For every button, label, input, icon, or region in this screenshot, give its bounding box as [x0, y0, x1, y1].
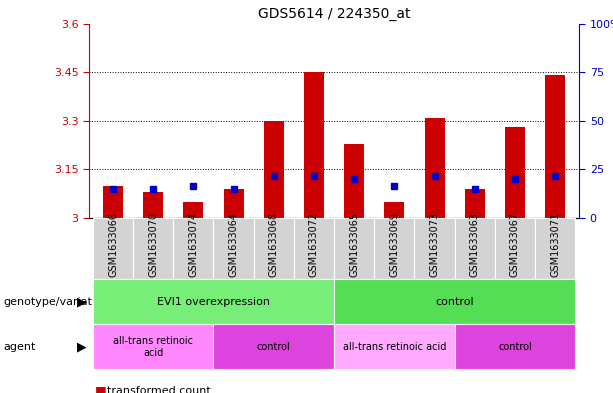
Bar [425, 118, 444, 218]
Text: GSM1633072: GSM1633072 [309, 212, 319, 277]
Bar [304, 72, 324, 218]
Text: genotype/variation: genotype/variation [3, 297, 109, 307]
Text: GSM1633069: GSM1633069 [389, 212, 400, 277]
Text: transformed count: transformed count [107, 386, 211, 393]
Text: EVI1 overexpression: EVI1 overexpression [157, 297, 270, 307]
Title: GDS5614 / 224350_at: GDS5614 / 224350_at [258, 7, 410, 21]
Text: GSM1633064: GSM1633064 [229, 212, 238, 277]
Bar [344, 143, 364, 218]
Text: control: control [498, 342, 532, 352]
Bar [183, 202, 204, 218]
Text: GSM1633063: GSM1633063 [470, 212, 480, 277]
Bar [465, 189, 485, 218]
Text: all-trans retinoic
acid: all-trans retinoic acid [113, 336, 193, 358]
Text: GSM1633068: GSM1633068 [268, 212, 279, 277]
Text: GSM1633070: GSM1633070 [148, 212, 158, 277]
Bar [505, 127, 525, 218]
Bar [384, 202, 405, 218]
Text: GSM1633065: GSM1633065 [349, 212, 359, 277]
Text: ■: ■ [95, 384, 107, 393]
Bar [545, 75, 565, 218]
Text: GSM1633071: GSM1633071 [550, 212, 560, 277]
Bar [103, 186, 123, 218]
Bar [264, 121, 284, 218]
Bar [143, 192, 163, 218]
Text: ▶: ▶ [77, 340, 86, 353]
Text: ▶: ▶ [77, 295, 86, 308]
Text: GSM1633066: GSM1633066 [108, 212, 118, 277]
Text: control: control [435, 297, 474, 307]
Text: GSM1633074: GSM1633074 [188, 212, 199, 277]
Text: control: control [257, 342, 291, 352]
Text: agent: agent [3, 342, 36, 352]
Bar [224, 189, 243, 218]
Text: all-trans retinoic acid: all-trans retinoic acid [343, 342, 446, 352]
Text: GSM1633067: GSM1633067 [510, 212, 520, 277]
Text: GSM1633073: GSM1633073 [430, 212, 440, 277]
